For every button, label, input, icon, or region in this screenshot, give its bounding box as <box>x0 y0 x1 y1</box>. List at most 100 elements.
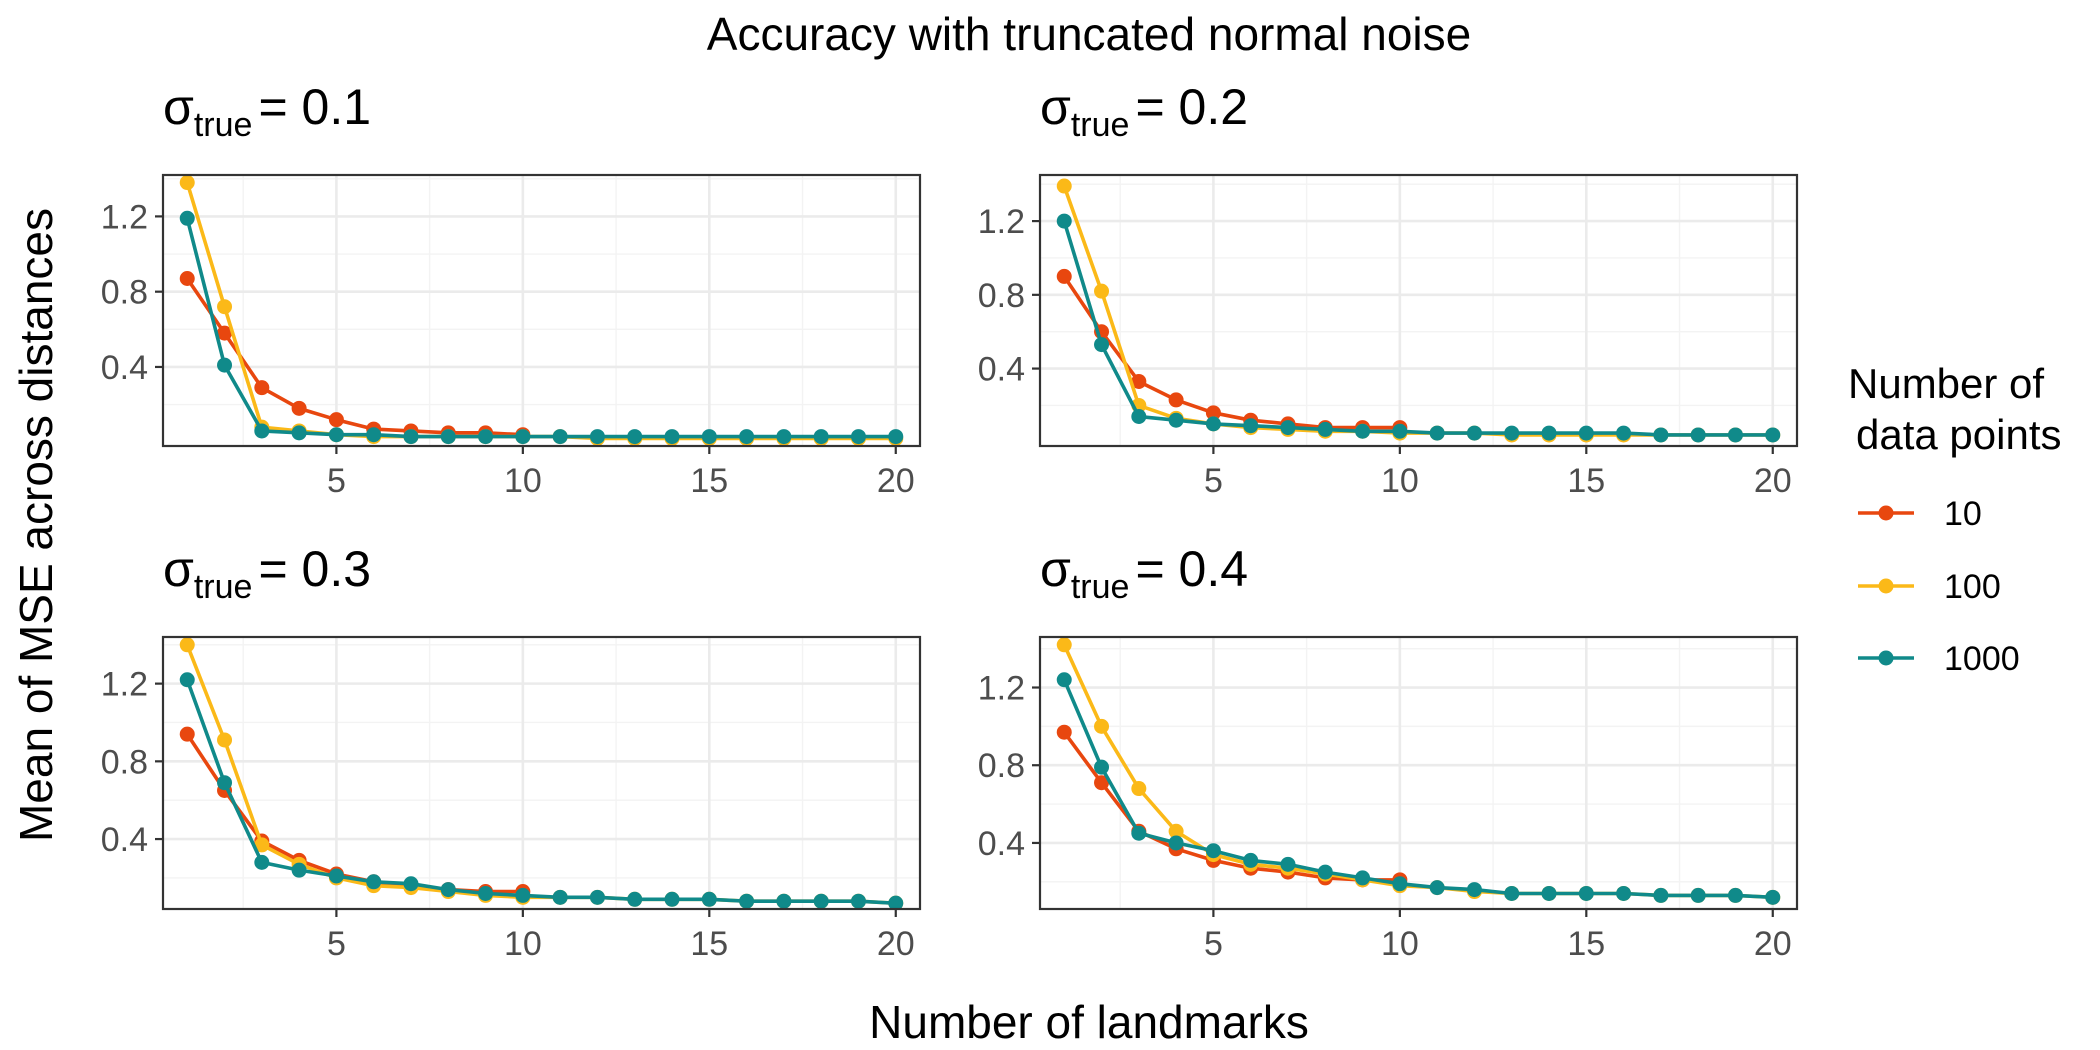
panel-1: σtrue = 0.1 5 10 15 20 0.4 0.8 1.2 <box>101 79 922 500</box>
data-point-100 <box>179 175 195 191</box>
data-point-1000 <box>1355 423 1371 439</box>
panel-3: σtrue = 0.3 5 10 15 20 0.4 0.8 1.2 <box>101 541 922 963</box>
data-point-1000 <box>515 429 531 445</box>
data-point-1000 <box>440 429 456 445</box>
y-tick-label: 0.8 <box>101 274 148 312</box>
x-tick-label: 15 <box>1567 925 1605 963</box>
data-point-1000 <box>1616 885 1632 901</box>
plot-area <box>179 175 904 446</box>
x-tick-label: 5 <box>327 925 346 963</box>
panel-title: σtrue = 0.2 <box>1040 79 1248 144</box>
data-point-1000 <box>515 887 531 903</box>
data-point-1000 <box>1504 425 1520 441</box>
data-point-1000 <box>1094 337 1110 353</box>
gridlines <box>1040 175 1797 446</box>
data-point-1000 <box>1317 421 1333 437</box>
data-point-100 <box>1056 637 1072 653</box>
legend-item-10: 10 <box>1858 495 1982 533</box>
x-tick-label: 5 <box>1204 925 1223 963</box>
data-point-10 <box>1094 775 1110 791</box>
data-point-1000 <box>1616 425 1632 441</box>
data-point-1000 <box>1131 825 1147 841</box>
data-point-1000 <box>1205 843 1221 859</box>
data-point-1000 <box>1392 876 1408 892</box>
y-tick-label: 1.2 <box>101 198 148 236</box>
data-point-1000 <box>589 429 605 445</box>
y-axis-title: Mean of MSE across distances <box>10 208 62 842</box>
data-point-1000 <box>1653 887 1669 903</box>
data-point-1000 <box>403 429 419 445</box>
panels-layer: σtrue = 0.1 5 10 15 20 0.4 0.8 1.2 σtrue = 0.2 5 10 1… <box>101 79 1799 963</box>
series-line-10 <box>1062 275 1400 430</box>
legend-label: 10 <box>1944 495 1982 533</box>
data-point-1000 <box>1168 412 1184 428</box>
data-point-1000 <box>254 423 270 439</box>
data-point-100 <box>1168 823 1184 839</box>
data-point-10 <box>217 325 233 341</box>
legend-title-line1: Number of <box>1848 360 2044 407</box>
series-line-100 <box>185 181 896 441</box>
data-point-1000 <box>1168 835 1184 851</box>
y-tick-label: 0.4 <box>101 821 148 859</box>
y-tick-label: 0.4 <box>101 349 148 387</box>
panel-border <box>1038 173 1799 448</box>
data-point-1000 <box>850 893 866 909</box>
data-point-10 <box>179 726 195 742</box>
y-tick-label: 0.8 <box>978 747 1025 785</box>
data-point-1000 <box>217 775 233 791</box>
data-point-1000 <box>739 429 755 445</box>
y-tick-label: 1.2 <box>978 203 1025 241</box>
data-point-1000 <box>552 429 568 445</box>
data-point-1000 <box>850 429 866 445</box>
plot-area <box>179 637 904 909</box>
legend: Number of data points 10 100 1000 <box>1848 360 2062 678</box>
legend-title-line2: data points <box>1856 411 2062 458</box>
data-point-1000 <box>627 429 643 445</box>
panel-border <box>161 635 922 911</box>
data-point-1000 <box>328 868 344 884</box>
y-tick-label: 0.4 <box>978 351 1025 389</box>
data-point-10 <box>179 271 195 287</box>
data-point-10 <box>1205 405 1221 421</box>
data-point-1000 <box>813 429 829 445</box>
x-tick-label: 20 <box>1754 462 1792 500</box>
data-point-1000 <box>701 429 717 445</box>
data-point-1000 <box>217 357 233 373</box>
data-point-1000 <box>739 893 755 909</box>
data-point-1000 <box>1690 887 1706 903</box>
panel-border <box>1038 635 1799 911</box>
data-point-1000 <box>179 210 195 226</box>
x-tick-label: 10 <box>1381 925 1419 963</box>
data-point-10 <box>1168 392 1184 408</box>
panel-4: σtrue = 0.4 5 10 15 20 0.4 0.8 1.2 <box>978 541 1799 963</box>
data-point-1000 <box>1504 885 1520 901</box>
data-point-1000 <box>888 895 904 909</box>
y-tick-label: 1.2 <box>978 670 1025 708</box>
data-point-1000 <box>1056 213 1072 229</box>
legend-label: 1000 <box>1944 640 2020 678</box>
data-point-1000 <box>1653 427 1669 443</box>
data-point-1000 <box>589 889 605 905</box>
data-point-1000 <box>888 429 904 445</box>
data-point-10 <box>1056 268 1072 284</box>
x-tick-label: 10 <box>1381 462 1419 500</box>
data-point-1000 <box>1205 416 1221 432</box>
series-line-10 <box>185 277 523 437</box>
data-point-1000 <box>1280 856 1296 872</box>
x-tick-label: 20 <box>1754 925 1792 963</box>
plot-area <box>1056 178 1781 443</box>
data-point-100 <box>217 299 233 315</box>
data-point-1000 <box>1317 864 1333 880</box>
chart-title: Accuracy with truncated normal noise <box>707 8 1471 60</box>
data-point-10 <box>1056 724 1072 740</box>
x-tick-label: 20 <box>877 925 915 963</box>
data-point-1000 <box>291 862 307 878</box>
data-point-1000 <box>366 874 382 890</box>
data-point-1000 <box>1690 427 1706 443</box>
data-point-100 <box>217 732 233 748</box>
data-point-1000 <box>1727 887 1743 903</box>
data-point-100 <box>179 637 195 653</box>
x-tick-label: 20 <box>877 462 915 500</box>
data-point-1000 <box>1429 425 1445 441</box>
legend-label: 100 <box>1944 568 2001 606</box>
